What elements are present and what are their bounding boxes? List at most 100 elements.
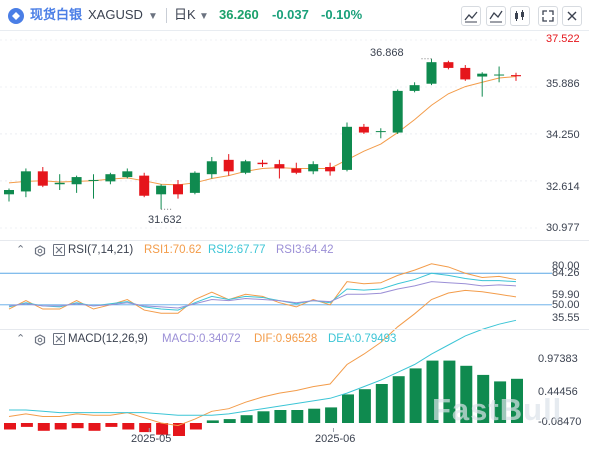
candle-up [426, 62, 437, 84]
candle-down [511, 75, 521, 77]
close-icon[interactable] [562, 6, 582, 26]
candle-down [173, 184, 183, 195]
macd-bar-positive [426, 360, 439, 423]
macd-bar-positive [375, 384, 388, 423]
dif-value: DIF:0.96528 [254, 333, 318, 345]
watermark: FastBull [432, 392, 563, 427]
candle-down [257, 162, 268, 165]
price-axis-label-5: 30.977 [546, 222, 580, 234]
low-price-marker: 31.632 [148, 214, 182, 226]
rsi2-value: RSI2:67.77 [208, 244, 266, 256]
macd-bar-negative [54, 423, 67, 430]
candle-up [392, 90, 403, 133]
rsi1-value: RSI1:70.62 [144, 244, 202, 256]
rsi3-line [8, 281, 517, 309]
candle-up [240, 161, 251, 173]
instrument-label[interactable]: 现货白银 [30, 7, 83, 22]
timeframe-chevron-down-icon[interactable]: ▼ [199, 11, 209, 22]
candle-up [477, 73, 488, 77]
rsi-axis-label-4: 50.00 [552, 299, 580, 311]
candle-down [325, 167, 336, 172]
macd-bar-positive [308, 408, 321, 423]
time-axis-label-2: 2025-06 [315, 433, 356, 445]
candle-down [460, 67, 471, 80]
macd-bar-negative [139, 423, 152, 433]
candle-up [494, 74, 505, 76]
candle-down [223, 159, 234, 172]
price-axis-label-2: 35.886 [546, 78, 580, 90]
candle-down [291, 168, 302, 173]
rsi-axis-label-3: 59.90 [552, 289, 580, 301]
rsi-close-icon[interactable] [53, 244, 65, 256]
macd-bar-negative [4, 423, 16, 430]
macd-bar-positive [358, 389, 371, 423]
candle-up [308, 164, 319, 172]
line-chart-icon[interactable] [461, 6, 481, 26]
macd-bar-positive [477, 374, 490, 423]
last-price: 36.260 [219, 7, 259, 22]
macd-bar-positive [342, 394, 354, 423]
macd-bar-negative [156, 423, 169, 435]
macd-bar-negative [105, 423, 118, 427]
candle-down [139, 175, 150, 196]
price-change-percent: -0.10% [321, 7, 363, 22]
macd-bar-positive [494, 381, 507, 423]
price-axis-label-3: 34.250 [546, 129, 580, 141]
macd-bar-positive [274, 410, 287, 423]
candle-up [206, 161, 217, 175]
dea-line [9, 319, 517, 416]
moving-average-line [8, 76, 517, 186]
candle-up [4, 189, 14, 195]
candle-up [54, 182, 65, 185]
candlestick-settings-icon[interactable] [486, 6, 506, 26]
macd-bar-negative [122, 423, 135, 430]
candle-up [71, 177, 82, 185]
macd-divider [0, 329, 589, 330]
rsi-divider [0, 240, 589, 241]
rsi1-line [8, 263, 517, 314]
candle-up [409, 85, 420, 91]
candle-type-icon[interactable] [510, 6, 530, 26]
candle-down [274, 164, 285, 169]
rsi-title: RSI(7,14,21) [68, 244, 134, 256]
rsi-collapse-icon[interactable]: ⌃ [16, 244, 26, 256]
macd-close-icon[interactable] [53, 333, 65, 345]
macd-bar-positive [392, 376, 405, 423]
macd-axis-label-1: 0.97383 [538, 353, 578, 365]
macd-axis-label-3: -0.08470 [538, 416, 582, 428]
candle-down [443, 62, 454, 68]
macd-bar-positive [257, 411, 270, 423]
dea-value: DEA:0.79493 [328, 333, 397, 345]
candle-up [20, 171, 31, 192]
candle-up [375, 131, 386, 133]
macd-settings-icon[interactable] [34, 333, 46, 351]
macd-axis-label-2: 0.44456 [538, 386, 578, 398]
chart-header: 现货白银 XAGUSD ▼ 日K ▼ 36.260 -0.037 -0.10% [0, 0, 589, 31]
macd-title: MACD(12,26,9) [68, 333, 148, 345]
candle-up [88, 179, 99, 181]
candle-up [156, 185, 167, 195]
macd-bar-positive [291, 410, 304, 423]
rsi-axis-label-2: 84.26 [552, 267, 580, 279]
macd-bar-positive [460, 365, 473, 423]
fullscreen-icon[interactable] [538, 6, 558, 26]
time-axis-label-1: 2025-05 [131, 433, 172, 445]
rsi3-value: RSI3:64.42 [276, 244, 334, 256]
macd-value: MACD:0.34072 [162, 333, 241, 345]
chevron-down-icon[interactable]: ▼ [148, 11, 158, 22]
timeframe-selector[interactable]: 日K [174, 7, 196, 22]
symbol-selector[interactable]: XAGUSD [88, 7, 143, 22]
price-axis-label-4: 32.614 [546, 181, 580, 193]
rsi-settings-icon[interactable] [34, 244, 46, 262]
rsi-axis-label-1: 80.00 [552, 260, 580, 272]
macd-bar-negative [71, 423, 84, 429]
high-price-marker: 36.868 [370, 47, 404, 59]
instrument-icon[interactable] [8, 8, 24, 24]
candle-down [358, 126, 369, 133]
header-separator [166, 8, 167, 23]
macd-bar-positive [511, 378, 523, 423]
macd-collapse-icon[interactable]: ⌃ [16, 333, 26, 345]
macd-bar-positive [443, 360, 456, 423]
candle-up [342, 126, 352, 170]
